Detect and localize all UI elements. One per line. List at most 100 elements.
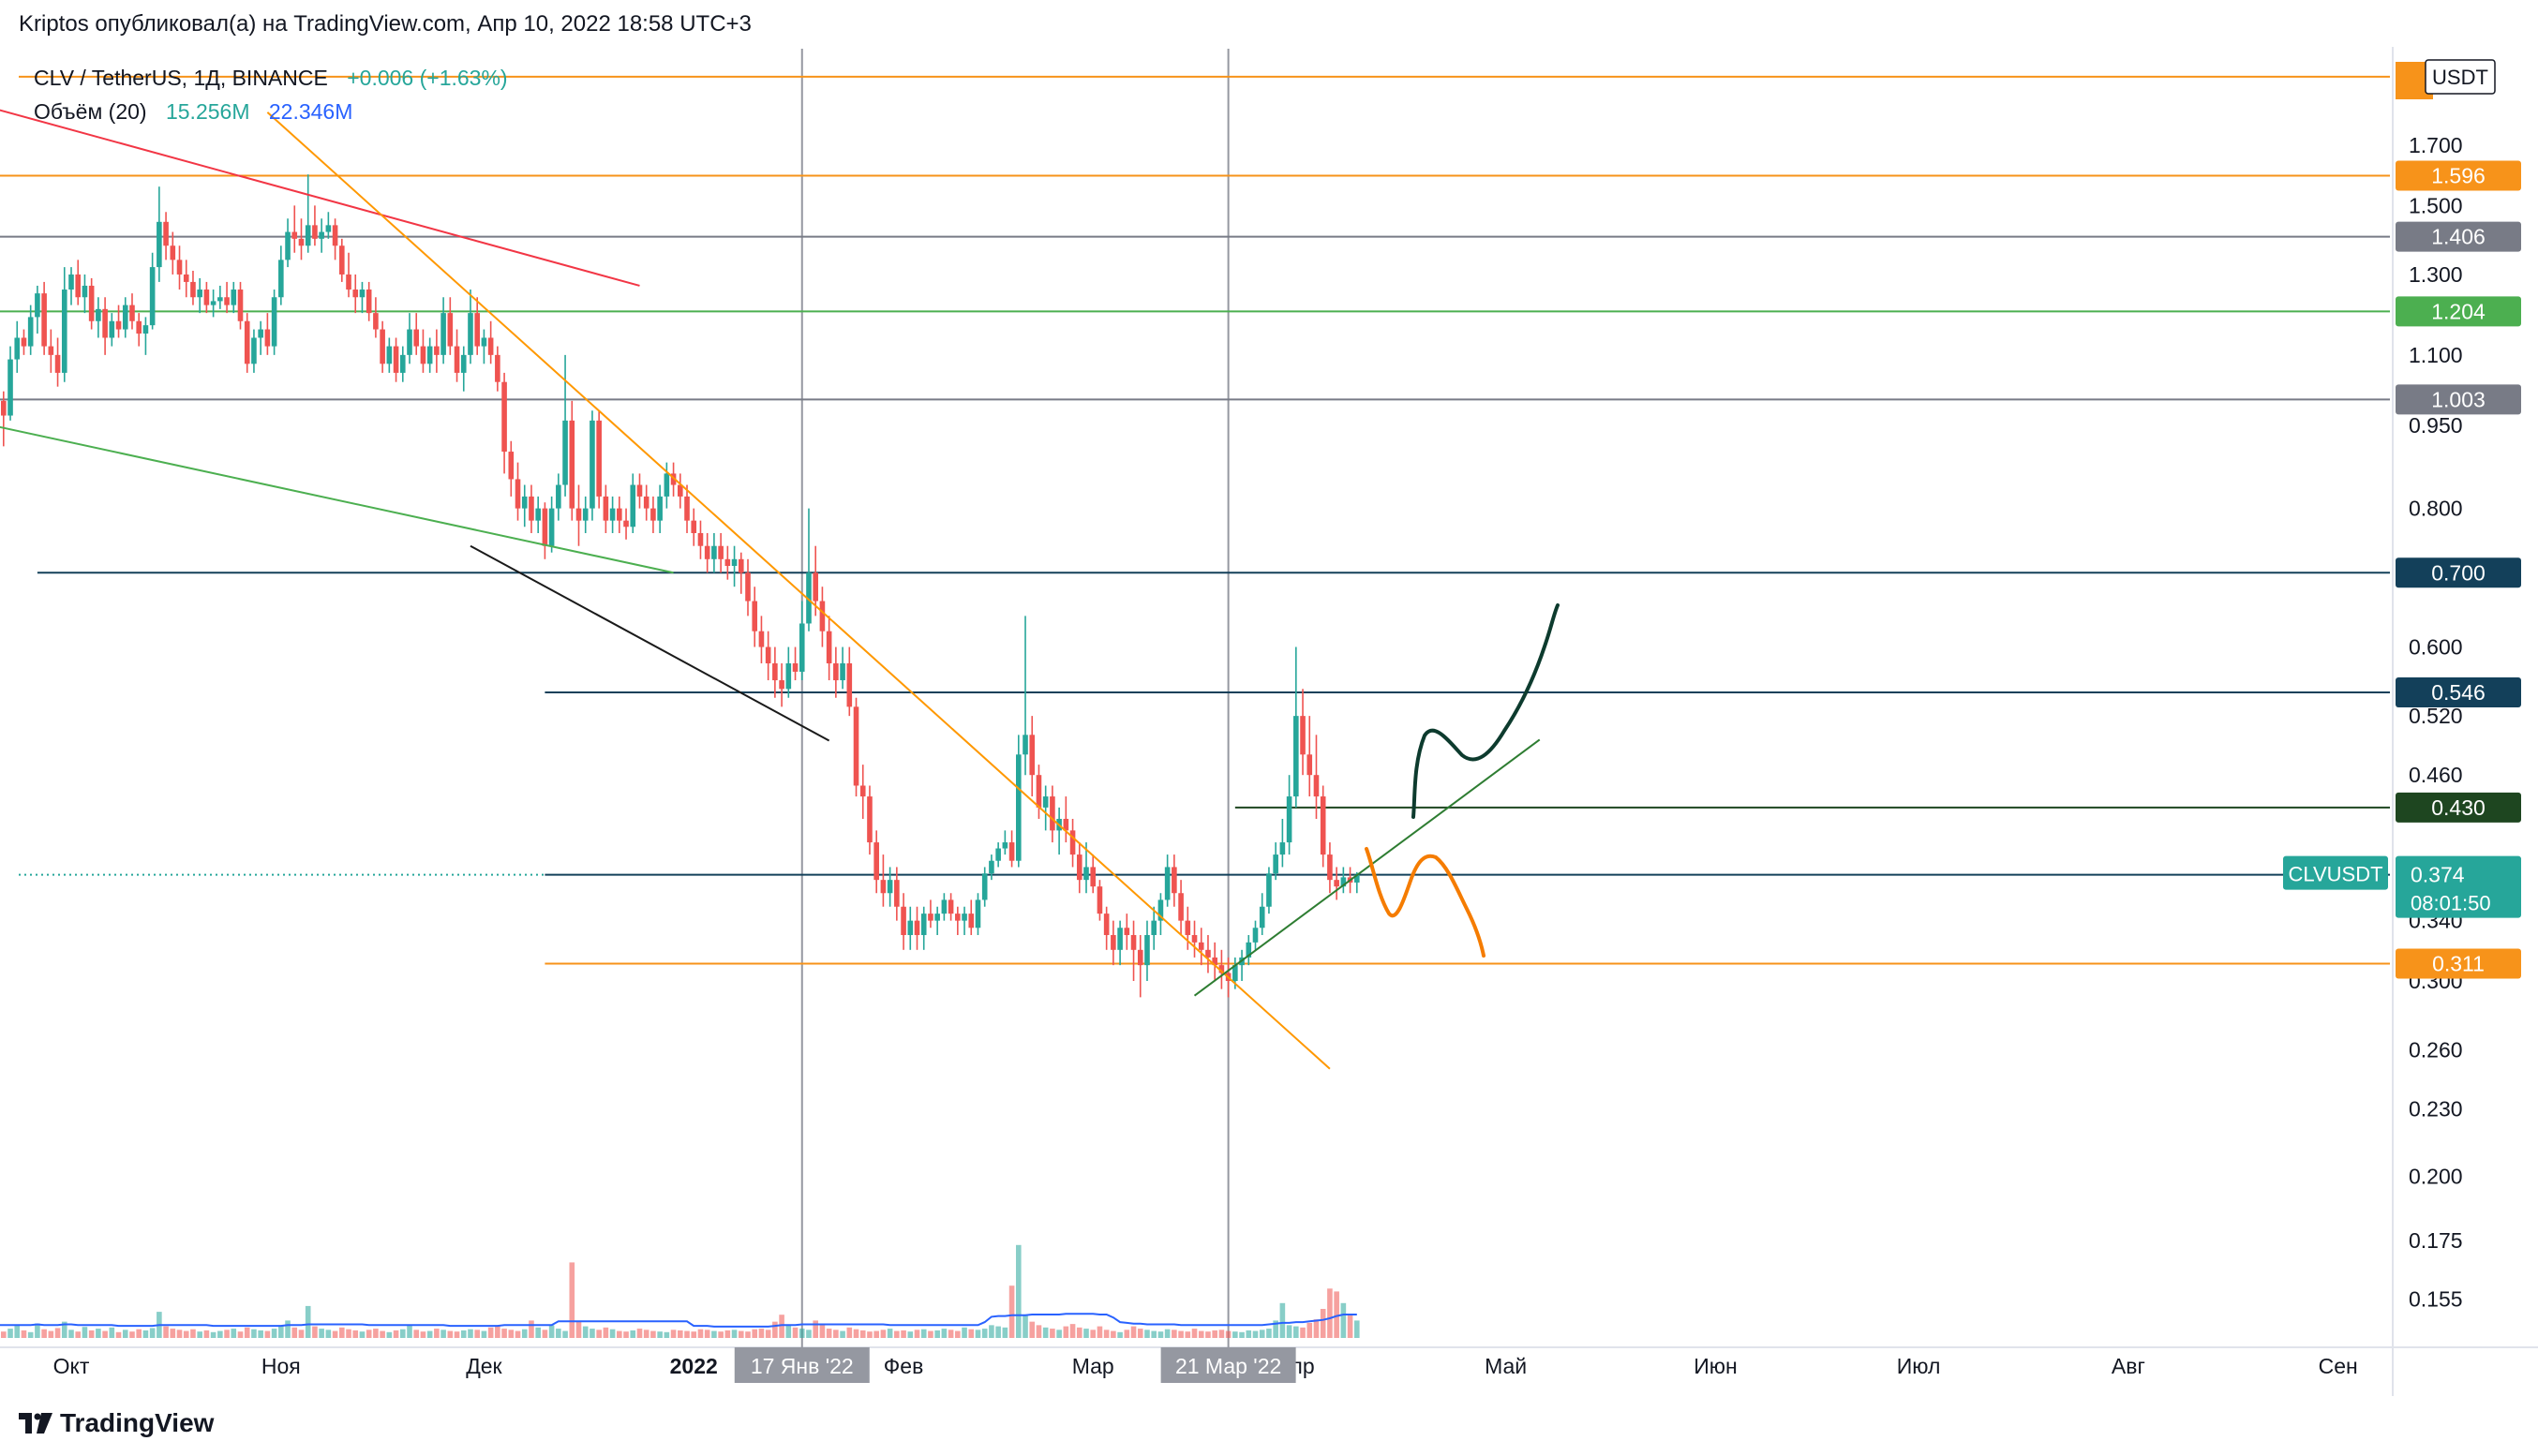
volume-bar xyxy=(1286,1325,1292,1338)
candle-body xyxy=(826,631,832,663)
volume-bar xyxy=(697,1329,704,1338)
price-tick-label: 0.600 xyxy=(2409,635,2463,660)
candle-body xyxy=(339,245,345,275)
candle-body xyxy=(291,231,298,239)
candle-body xyxy=(731,558,738,566)
volume-bar xyxy=(426,1330,433,1338)
volume-bar xyxy=(352,1330,359,1338)
candle-body xyxy=(1029,735,1036,776)
candle-body xyxy=(298,238,305,246)
candle-body xyxy=(1300,716,1306,755)
candle-body xyxy=(1246,942,1252,958)
trend-lines xyxy=(0,109,1541,1070)
volume-bar xyxy=(0,1331,7,1338)
candle-body xyxy=(569,420,575,509)
volume-bar xyxy=(968,1329,975,1338)
time-tick-label: Май xyxy=(1485,1354,1527,1378)
candle-body xyxy=(691,520,697,533)
candle-body xyxy=(515,479,521,509)
price-level-label-bg xyxy=(2396,557,2521,588)
candle-body xyxy=(596,420,602,497)
candle-body xyxy=(68,274,74,290)
candle-body xyxy=(1144,934,1150,966)
candle-body xyxy=(535,508,541,521)
candle-body xyxy=(1124,928,1130,935)
volume-bar xyxy=(21,1330,27,1338)
volume-bar xyxy=(873,1330,879,1338)
volume-bar xyxy=(745,1331,751,1338)
volume-bar xyxy=(542,1330,548,1338)
candle-body xyxy=(251,337,257,364)
volume-bar xyxy=(1273,1320,1278,1338)
time-tick-label: Мар xyxy=(1072,1354,1114,1378)
volume-bar xyxy=(68,1330,74,1338)
candle-body xyxy=(542,508,548,546)
volume-bar xyxy=(657,1331,663,1338)
candle-body xyxy=(1306,754,1313,776)
volume-bar xyxy=(928,1330,933,1338)
volume-bar xyxy=(1198,1330,1204,1338)
candle-body xyxy=(643,496,649,509)
volume-bar xyxy=(556,1329,561,1338)
candle-body xyxy=(21,337,27,347)
volume-bar xyxy=(1354,1320,1360,1338)
tradingview-logo-icon xyxy=(19,1413,52,1434)
volume-bar xyxy=(440,1330,446,1338)
volume-bar xyxy=(603,1327,609,1338)
volume-bar xyxy=(785,1325,792,1338)
candle-body xyxy=(995,848,1001,861)
volume-bar xyxy=(1225,1330,1232,1338)
candle-body xyxy=(914,920,920,935)
candle-body xyxy=(1293,716,1299,797)
volume-bar xyxy=(1293,1326,1299,1338)
candle-body xyxy=(264,329,271,347)
candle-body xyxy=(54,354,61,373)
candle-body xyxy=(1212,957,1217,966)
candle-body xyxy=(697,532,704,546)
candle-body xyxy=(366,290,372,314)
volume-bar xyxy=(434,1329,440,1338)
volume-bar xyxy=(359,1331,366,1338)
volume-bar xyxy=(1212,1330,1217,1338)
volume-bar xyxy=(1111,1330,1116,1338)
volume-bar xyxy=(684,1330,690,1338)
volume-bar xyxy=(454,1331,460,1338)
candle-body xyxy=(920,914,927,935)
candle-body xyxy=(617,508,622,521)
candle-body xyxy=(413,329,420,347)
volume-bar xyxy=(1232,1331,1238,1338)
volume-bar xyxy=(393,1330,399,1338)
currency-label: USDT xyxy=(2432,66,2488,89)
volume-label[interactable]: Объём (20) xyxy=(34,99,147,124)
volume-bar xyxy=(366,1330,372,1338)
price-level-label: 1.204 xyxy=(2431,299,2486,323)
price-axis[interactable]: 1.700 1.500 1.300 1.100 0.950 0.800 0.600 0.520… xyxy=(2283,59,2521,1312)
candle-body xyxy=(724,558,731,566)
candle-body xyxy=(590,420,595,509)
candle-body xyxy=(1354,874,1360,883)
bearish-scenario-drawing xyxy=(1365,847,1485,958)
volume-bar xyxy=(75,1331,82,1338)
symbol-badge-bg xyxy=(2283,855,2388,890)
symbol-title[interactable]: CLV / TetherUS, 1Д, BINANCE xyxy=(34,66,328,90)
candle-body xyxy=(142,325,149,334)
volume-bar xyxy=(792,1327,799,1338)
candle-body xyxy=(901,906,906,935)
candle-body xyxy=(183,274,189,282)
price-level-label: 0.700 xyxy=(2431,560,2486,585)
price-tick-label: 1.700 xyxy=(2409,133,2463,157)
candle-body xyxy=(380,329,385,364)
volume-bar xyxy=(887,1329,893,1338)
candle-body xyxy=(623,520,629,527)
volume-bar xyxy=(582,1326,589,1338)
price-tick-label: 1.100 xyxy=(2409,343,2463,367)
candle-body xyxy=(285,231,291,260)
price-level-label: 0.430 xyxy=(2431,795,2486,820)
candle-body xyxy=(102,308,108,338)
volume-bar xyxy=(332,1330,338,1338)
volume-bar xyxy=(772,1321,778,1338)
volume-legend: Объём (20) 15.256M 22.346M xyxy=(34,99,352,125)
time-tick-label: Сен xyxy=(2319,1354,2358,1378)
tradingview-logo[interactable]: TradingView xyxy=(19,1408,214,1438)
